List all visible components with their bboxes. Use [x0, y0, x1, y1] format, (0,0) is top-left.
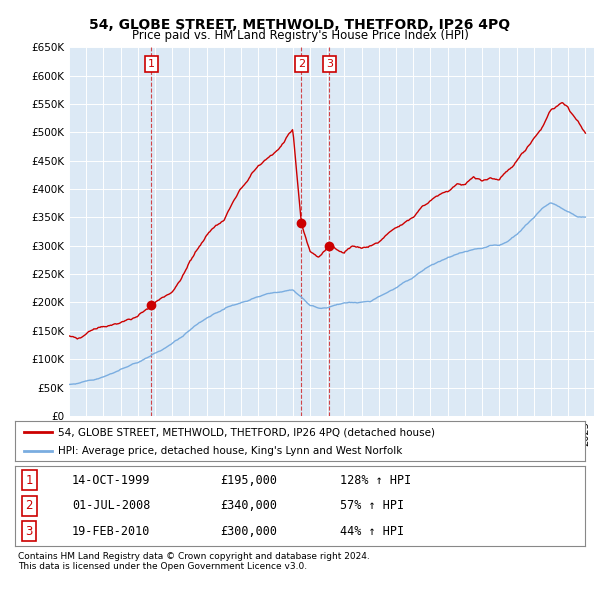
Text: 44% ↑ HPI: 44% ↑ HPI [340, 525, 404, 538]
Text: 128% ↑ HPI: 128% ↑ HPI [340, 474, 411, 487]
Text: HPI: Average price, detached house, King's Lynn and West Norfolk: HPI: Average price, detached house, King… [58, 447, 402, 456]
Text: Price paid vs. HM Land Registry's House Price Index (HPI): Price paid vs. HM Land Registry's House … [131, 29, 469, 42]
Text: £195,000: £195,000 [220, 474, 277, 487]
Text: £340,000: £340,000 [220, 499, 277, 513]
Text: 01-JUL-2008: 01-JUL-2008 [72, 499, 151, 513]
Text: 54, GLOBE STREET, METHWOLD, THETFORD, IP26 4PQ (detached house): 54, GLOBE STREET, METHWOLD, THETFORD, IP… [58, 428, 435, 438]
Text: £300,000: £300,000 [220, 525, 277, 538]
Text: 1: 1 [25, 474, 33, 487]
Text: 2: 2 [25, 499, 33, 513]
Text: 1: 1 [148, 59, 155, 69]
Text: 2: 2 [298, 59, 305, 69]
Text: 54, GLOBE STREET, METHWOLD, THETFORD, IP26 4PQ: 54, GLOBE STREET, METHWOLD, THETFORD, IP… [89, 18, 511, 32]
Text: 14-OCT-1999: 14-OCT-1999 [72, 474, 151, 487]
Text: 3: 3 [326, 59, 333, 69]
Text: 19-FEB-2010: 19-FEB-2010 [72, 525, 151, 538]
Text: Contains HM Land Registry data © Crown copyright and database right 2024.
This d: Contains HM Land Registry data © Crown c… [18, 552, 370, 571]
Text: 3: 3 [26, 525, 33, 538]
Text: 57% ↑ HPI: 57% ↑ HPI [340, 499, 404, 513]
